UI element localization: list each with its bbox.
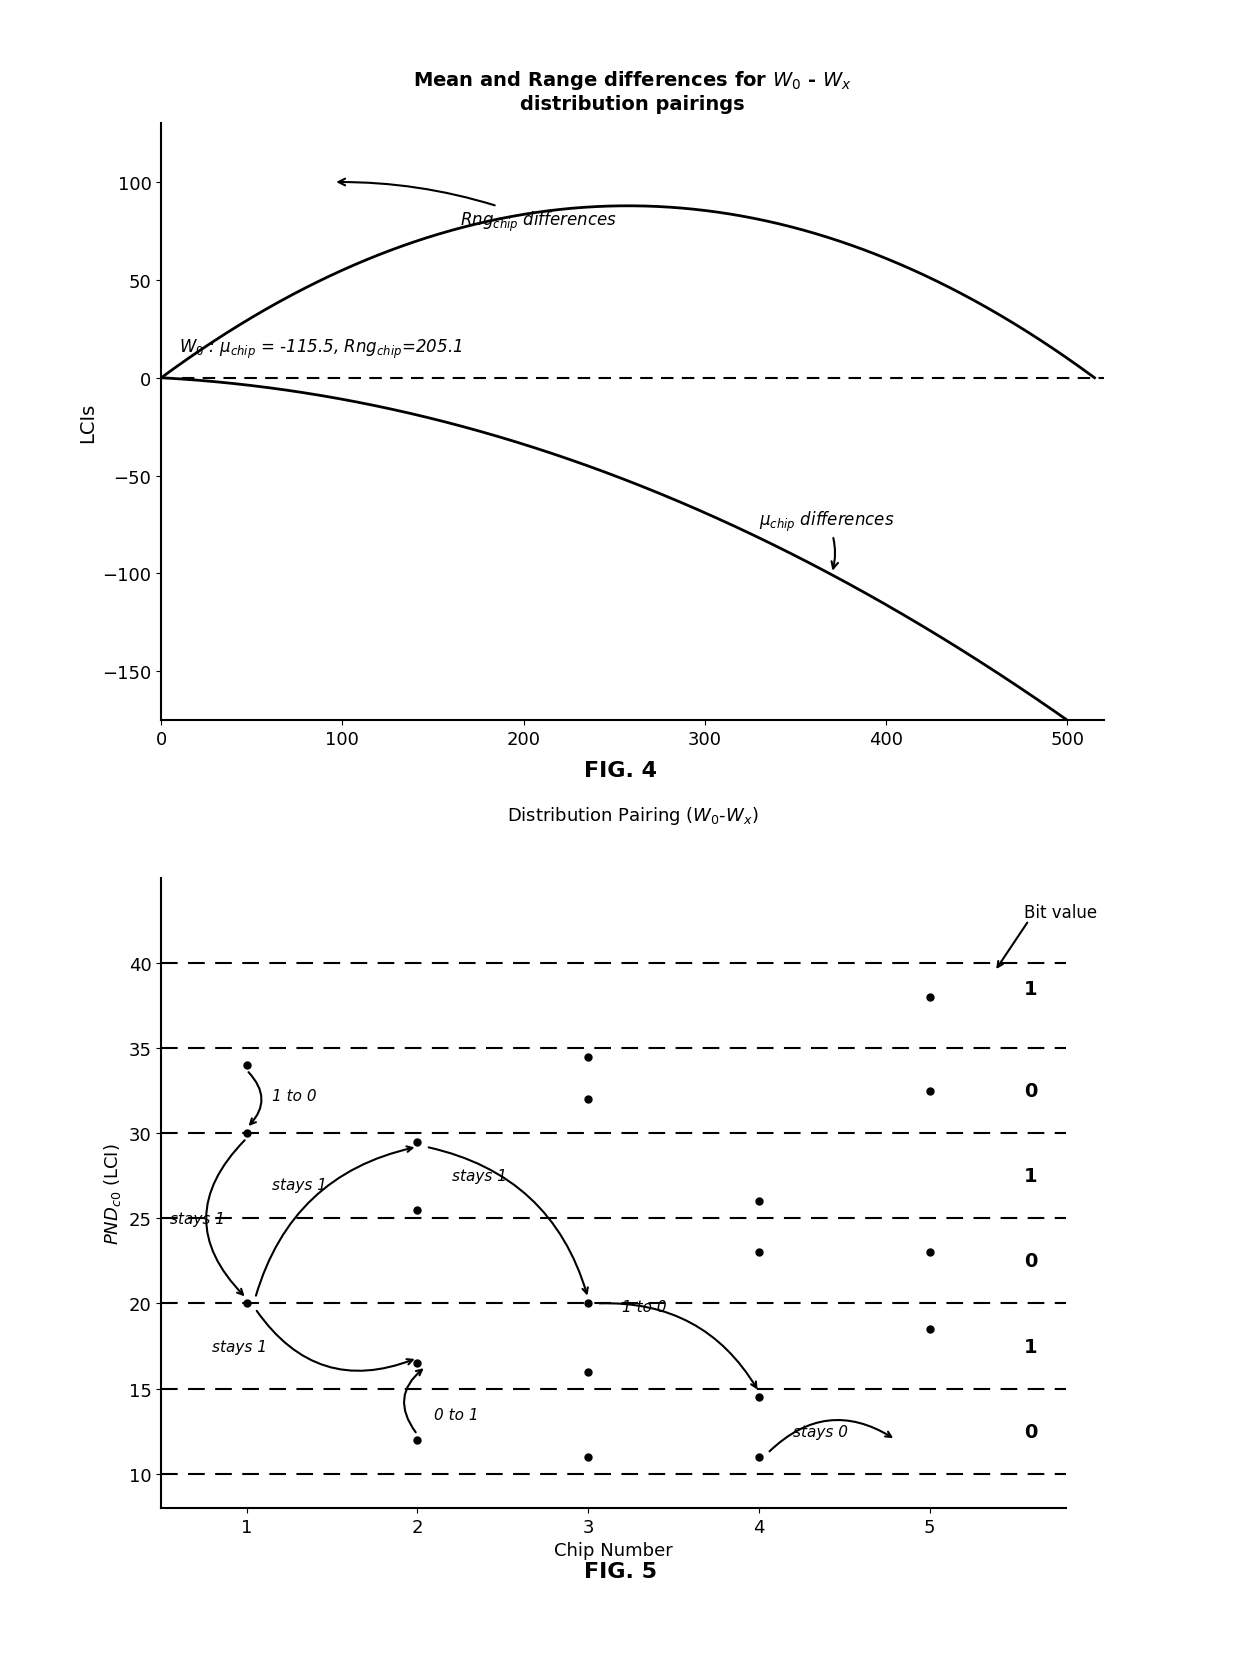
Text: 1 to 0: 1 to 0 [622, 1299, 667, 1314]
Title: Mean and Range differences for $\mathbf{\it{W_0}}$ - $\mathbf{\it{W_x}}$
distrib: Mean and Range differences for $\mathbf{… [413, 70, 852, 114]
Y-axis label: $PND_{c0}$ (LCI): $PND_{c0}$ (LCI) [102, 1142, 123, 1244]
Text: stays 0: stays 0 [794, 1423, 848, 1438]
Text: $Rng_{chip}$ differences: $Rng_{chip}$ differences [339, 179, 618, 234]
Text: Distribution Pairing ($W_0$-$W_x$): Distribution Pairing ($W_0$-$W_x$) [507, 804, 758, 827]
Text: 0: 0 [1024, 1422, 1037, 1442]
Text: 1: 1 [1024, 1167, 1038, 1185]
Text: Bit value: Bit value [1024, 903, 1097, 921]
Text: stays 1: stays 1 [212, 1339, 268, 1354]
Text: stays 1: stays 1 [451, 1168, 507, 1183]
Text: 1: 1 [1024, 979, 1038, 998]
Text: 0: 0 [1024, 1082, 1037, 1100]
Text: 1 to 0: 1 to 0 [273, 1089, 317, 1104]
Text: $\mu_{chip}$ differences: $\mu_{chip}$ differences [759, 509, 894, 570]
Text: FIG. 5: FIG. 5 [584, 1561, 656, 1581]
Text: $W_0$ : $\mu_{chip}$ = -115.5, Rng$_{chip}$=205.1: $W_0$ : $\mu_{chip}$ = -115.5, Rng$_{chi… [180, 338, 463, 361]
X-axis label: Chip Number: Chip Number [554, 1541, 673, 1559]
Text: 0: 0 [1024, 1251, 1037, 1271]
Text: stays 1: stays 1 [273, 1176, 327, 1191]
Y-axis label: LCIs: LCIs [78, 403, 97, 442]
Text: 1: 1 [1024, 1337, 1038, 1355]
Text: stays 1: stays 1 [170, 1211, 224, 1226]
Text: FIG. 4: FIG. 4 [584, 761, 656, 780]
Text: 0 to 1: 0 to 1 [434, 1407, 479, 1422]
